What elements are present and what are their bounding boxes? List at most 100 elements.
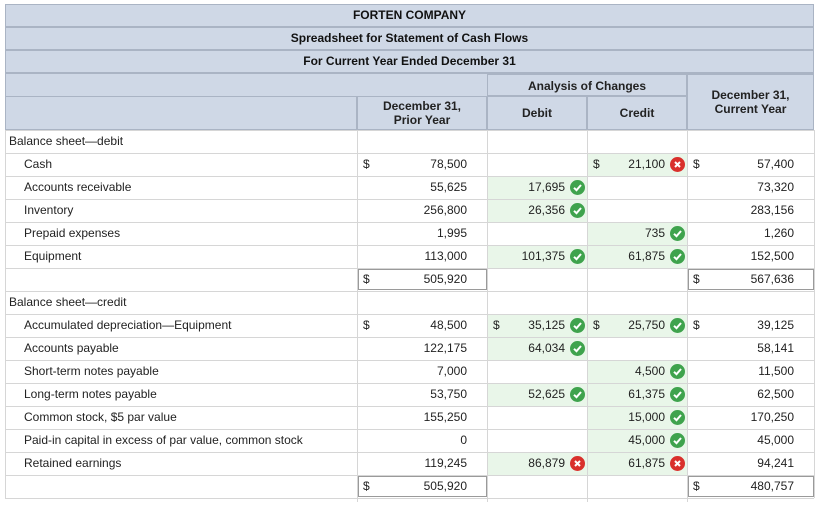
credit-dollar: $ — [593, 318, 600, 332]
current-value: 170,250 — [750, 410, 794, 424]
prior-dollar: $ — [363, 318, 370, 332]
row-label: Common stock, $5 par value — [24, 410, 177, 424]
row-divider — [5, 383, 814, 384]
debit-value[interactable]: 64,034 — [528, 341, 565, 355]
current-dollar: $ — [693, 318, 700, 332]
prior-value: 119,245 — [424, 456, 468, 470]
debit-answer-cell[interactable] — [488, 315, 587, 337]
row-label: Long-term notes payable — [24, 387, 157, 401]
debit-value[interactable]: 17,695 — [528, 180, 565, 194]
credit-value[interactable]: 21,100 — [628, 157, 665, 171]
credit-answer-cell[interactable] — [588, 361, 687, 383]
credit-answer-cell[interactable] — [588, 384, 687, 406]
debit-dollar: $ — [493, 318, 500, 332]
check-icon — [670, 249, 685, 264]
prior-value: 155,250 — [423, 410, 467, 424]
row-divider — [5, 314, 814, 315]
check-icon — [670, 318, 685, 333]
debit-value[interactable]: 101,375 — [521, 249, 565, 263]
row-label: Equipment — [24, 249, 82, 263]
check-icon — [670, 226, 685, 241]
row-label: Paid-in capital in excess of par value, … — [24, 433, 303, 447]
debit-answer-cell[interactable] — [488, 453, 587, 475]
current-value: 58,141 — [757, 341, 794, 355]
credit-total-prior: 505,920 — [423, 479, 467, 493]
row-divider — [5, 429, 814, 430]
current-value: 152,500 — [750, 249, 794, 263]
current-value: 57,400 — [757, 157, 794, 171]
row-divider — [5, 130, 814, 131]
row-divider — [5, 291, 814, 292]
debit-answer-cell[interactable] — [488, 246, 587, 268]
prior-value: 78,500 — [430, 157, 467, 171]
credit-answer-cell[interactable] — [588, 154, 687, 176]
prior-value: 1,995 — [436, 226, 467, 240]
credit-answer-cell[interactable] — [588, 223, 687, 245]
row-divider — [5, 153, 814, 154]
row-divider — [5, 337, 814, 338]
x-icon — [670, 157, 685, 172]
prior-year-header: December 31, Prior Year — [357, 96, 487, 130]
current-value: 62,500 — [757, 387, 794, 401]
credit-answer-cell[interactable] — [588, 453, 687, 475]
row-divider — [5, 498, 814, 499]
table-left-edge — [5, 130, 6, 498]
current-value: 283,156 — [750, 203, 794, 217]
check-icon — [570, 318, 585, 333]
debit-value[interactable]: 35,125 — [528, 318, 565, 332]
column-divider — [687, 130, 688, 502]
total-dollar: $ — [693, 479, 700, 493]
debit-answer-cell[interactable] — [488, 384, 587, 406]
debit-value[interactable]: 26,356 — [528, 203, 565, 217]
credit-answer-cell[interactable] — [588, 430, 687, 452]
credit-value[interactable]: 25,750 — [628, 318, 665, 332]
credit-value[interactable]: 15,000 — [628, 410, 665, 424]
credit-value[interactable]: 61,875 — [628, 249, 665, 263]
check-icon — [670, 433, 685, 448]
debit-answer-cell[interactable] — [488, 200, 587, 222]
current-value: 45,000 — [757, 433, 794, 447]
credit-dollar: $ — [593, 157, 600, 171]
prior-value: 7,000 — [436, 364, 467, 378]
prior-value: 113,000 — [424, 249, 468, 263]
check-icon — [570, 249, 585, 264]
credit-value[interactable]: 45,000 — [628, 433, 665, 447]
label-header — [5, 96, 357, 130]
total-dollar: $ — [363, 272, 370, 286]
row-divider — [5, 245, 814, 246]
debit-value[interactable]: 52,625 — [528, 387, 565, 401]
debit-answer-cell[interactable] — [488, 177, 587, 199]
row-divider — [5, 452, 814, 453]
row-label: Prepaid expenses — [24, 226, 121, 240]
credit-header: Credit — [587, 96, 687, 130]
row-label: Accounts receivable — [24, 180, 132, 194]
credit-answer-cell[interactable] — [588, 315, 687, 337]
credit-answer-cell[interactable] — [588, 407, 687, 429]
current-value: 39,125 — [757, 318, 794, 332]
debit-answer-cell[interactable] — [488, 338, 587, 360]
prior-dollar: $ — [363, 157, 370, 171]
table-right-edge — [814, 130, 815, 498]
row-divider — [5, 406, 814, 407]
credit-value[interactable]: 735 — [644, 226, 665, 240]
credit-value[interactable]: 61,875 — [628, 456, 665, 470]
company-name: FORTEN COMPANY — [5, 4, 814, 27]
column-divider — [357, 130, 358, 502]
debit-value[interactable]: 86,879 — [528, 456, 565, 470]
row-label: Accounts payable — [24, 341, 119, 355]
column-divider — [487, 130, 488, 502]
prior-value: 0 — [460, 433, 467, 447]
credit-value[interactable]: 61,375 — [628, 387, 665, 401]
debit-total-current: 567,636 — [750, 272, 794, 286]
credit-value[interactable]: 4,500 — [634, 364, 665, 378]
current-value: 73,320 — [757, 180, 794, 194]
current-value: 94,241 — [757, 456, 794, 470]
prior-value: 256,800 — [423, 203, 467, 217]
row-divider — [5, 475, 814, 476]
credit-answer-cell[interactable] — [588, 246, 687, 268]
check-icon — [570, 203, 585, 218]
row-divider — [5, 222, 814, 223]
spreadsheet-title: Spreadsheet for Statement of Cash Flows — [5, 27, 814, 50]
x-icon — [670, 456, 685, 471]
